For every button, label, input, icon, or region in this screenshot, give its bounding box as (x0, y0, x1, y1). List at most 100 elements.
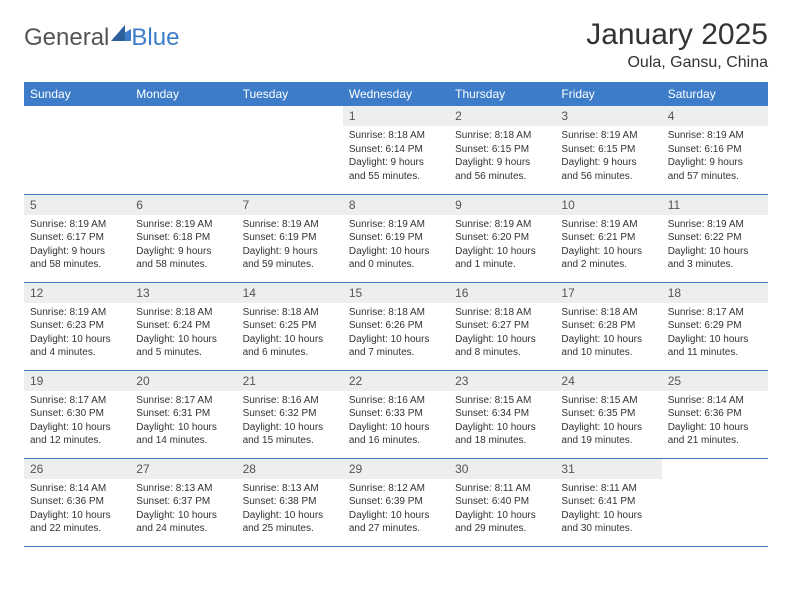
day-detail-line: Daylight: 9 hours (243, 245, 337, 259)
day-detail-line: Sunrise: 8:16 AM (349, 394, 443, 408)
calendar-day-cell: 20Sunrise: 8:17 AMSunset: 6:31 PMDayligh… (130, 370, 236, 458)
day-number: 3 (555, 106, 661, 126)
day-details: Sunrise: 8:19 AMSunset: 6:19 PMDaylight:… (237, 215, 343, 276)
day-details: Sunrise: 8:18 AMSunset: 6:14 PMDaylight:… (343, 126, 449, 187)
day-number: 14 (237, 283, 343, 303)
day-detail-line: Daylight: 10 hours (561, 509, 655, 523)
day-detail-line: Daylight: 9 hours (136, 245, 230, 259)
day-number: 26 (24, 459, 130, 479)
day-details: Sunrise: 8:17 AMSunset: 6:30 PMDaylight:… (24, 391, 130, 452)
day-detail-line: and 8 minutes. (455, 346, 549, 360)
day-detail-line: Sunset: 6:16 PM (668, 143, 762, 157)
day-detail-line: Sunset: 6:27 PM (455, 319, 549, 333)
day-number: 8 (343, 195, 449, 215)
day-details: Sunrise: 8:18 AMSunset: 6:28 PMDaylight:… (555, 303, 661, 364)
day-detail-line: and 3 minutes. (668, 258, 762, 272)
calendar-day-cell: 4Sunrise: 8:19 AMSunset: 6:16 PMDaylight… (662, 106, 768, 194)
day-detail-line: Sunrise: 8:13 AM (136, 482, 230, 496)
day-detail-line: Sunset: 6:36 PM (668, 407, 762, 421)
day-number: 11 (662, 195, 768, 215)
day-detail-line: Sunrise: 8:19 AM (668, 218, 762, 232)
day-detail-line: Sunset: 6:19 PM (349, 231, 443, 245)
day-detail-line: Sunrise: 8:19 AM (136, 218, 230, 232)
day-detail-line: and 18 minutes. (455, 434, 549, 448)
day-detail-line: Daylight: 9 hours (30, 245, 124, 259)
calendar-day-cell: 9Sunrise: 8:19 AMSunset: 6:20 PMDaylight… (449, 194, 555, 282)
day-detail-line: Sunrise: 8:18 AM (349, 129, 443, 143)
day-detail-line: Sunrise: 8:19 AM (349, 218, 443, 232)
day-detail-line: and 56 minutes. (561, 170, 655, 184)
calendar-week-row: 26Sunrise: 8:14 AMSunset: 6:36 PMDayligh… (24, 458, 768, 546)
calendar-day-cell: 19Sunrise: 8:17 AMSunset: 6:30 PMDayligh… (24, 370, 130, 458)
weekday-header: Thursday (449, 82, 555, 106)
day-detail-line: Daylight: 10 hours (30, 421, 124, 435)
day-detail-line: Daylight: 9 hours (668, 156, 762, 170)
day-detail-line: Sunset: 6:18 PM (136, 231, 230, 245)
day-detail-line: Daylight: 9 hours (561, 156, 655, 170)
day-detail-line: and 2 minutes. (561, 258, 655, 272)
day-detail-line: Sunrise: 8:13 AM (243, 482, 337, 496)
day-detail-line: Sunrise: 8:19 AM (30, 218, 124, 232)
day-number: 23 (449, 371, 555, 391)
day-detail-line: Sunrise: 8:14 AM (30, 482, 124, 496)
day-detail-line: Sunset: 6:15 PM (561, 143, 655, 157)
logo-text-general: General (24, 24, 109, 52)
day-number: 21 (237, 371, 343, 391)
day-detail-line: Sunrise: 8:17 AM (668, 306, 762, 320)
day-details: Sunrise: 8:15 AMSunset: 6:34 PMDaylight:… (449, 391, 555, 452)
day-details: Sunrise: 8:16 AMSunset: 6:33 PMDaylight:… (343, 391, 449, 452)
day-detail-line: Daylight: 10 hours (668, 421, 762, 435)
day-detail-line: Sunrise: 8:19 AM (561, 129, 655, 143)
day-number: 28 (237, 459, 343, 479)
calendar-day-cell: 10Sunrise: 8:19 AMSunset: 6:21 PMDayligh… (555, 194, 661, 282)
weekday-header: Friday (555, 82, 661, 106)
day-detail-line: Sunset: 6:22 PM (668, 231, 762, 245)
day-details: Sunrise: 8:16 AMSunset: 6:32 PMDaylight:… (237, 391, 343, 452)
day-detail-line: Sunset: 6:36 PM (30, 495, 124, 509)
calendar-day-cell: 21Sunrise: 8:16 AMSunset: 6:32 PMDayligh… (237, 370, 343, 458)
day-detail-line: Sunset: 6:33 PM (349, 407, 443, 421)
day-details: Sunrise: 8:17 AMSunset: 6:29 PMDaylight:… (662, 303, 768, 364)
day-detail-line: Daylight: 10 hours (243, 509, 337, 523)
day-detail-line: Sunset: 6:23 PM (30, 319, 124, 333)
day-details: Sunrise: 8:14 AMSunset: 6:36 PMDaylight:… (24, 479, 130, 540)
day-detail-line: and 59 minutes. (243, 258, 337, 272)
day-details: Sunrise: 8:12 AMSunset: 6:39 PMDaylight:… (343, 479, 449, 540)
day-detail-line: and 55 minutes. (349, 170, 443, 184)
day-details: Sunrise: 8:19 AMSunset: 6:16 PMDaylight:… (662, 126, 768, 187)
day-details: Sunrise: 8:11 AMSunset: 6:41 PMDaylight:… (555, 479, 661, 540)
day-details: Sunrise: 8:14 AMSunset: 6:36 PMDaylight:… (662, 391, 768, 452)
day-detail-line: Daylight: 10 hours (30, 333, 124, 347)
weekday-header: Wednesday (343, 82, 449, 106)
day-detail-line: Sunrise: 8:12 AM (349, 482, 443, 496)
day-details: Sunrise: 8:13 AMSunset: 6:37 PMDaylight:… (130, 479, 236, 540)
day-number: 7 (237, 195, 343, 215)
day-detail-line: Daylight: 10 hours (668, 333, 762, 347)
calendar-day-cell: 31Sunrise: 8:11 AMSunset: 6:41 PMDayligh… (555, 458, 661, 546)
day-number: 16 (449, 283, 555, 303)
calendar-day-cell: 16Sunrise: 8:18 AMSunset: 6:27 PMDayligh… (449, 282, 555, 370)
day-detail-line: Sunset: 6:32 PM (243, 407, 337, 421)
day-detail-line: and 0 minutes. (349, 258, 443, 272)
day-number: 22 (343, 371, 449, 391)
day-details: Sunrise: 8:13 AMSunset: 6:38 PMDaylight:… (237, 479, 343, 540)
day-details: Sunrise: 8:18 AMSunset: 6:26 PMDaylight:… (343, 303, 449, 364)
calendar-day-cell: 1Sunrise: 8:18 AMSunset: 6:14 PMDaylight… (343, 106, 449, 194)
day-detail-line: Sunset: 6:21 PM (561, 231, 655, 245)
day-detail-line: Sunset: 6:30 PM (30, 407, 124, 421)
day-number: 18 (662, 283, 768, 303)
day-detail-line: Sunset: 6:37 PM (136, 495, 230, 509)
day-detail-line: Sunrise: 8:18 AM (455, 306, 549, 320)
calendar-day-cell: 15Sunrise: 8:18 AMSunset: 6:26 PMDayligh… (343, 282, 449, 370)
calendar-week-row: 5Sunrise: 8:19 AMSunset: 6:17 PMDaylight… (24, 194, 768, 282)
day-detail-line: Sunset: 6:26 PM (349, 319, 443, 333)
day-details: Sunrise: 8:18 AMSunset: 6:24 PMDaylight:… (130, 303, 236, 364)
day-details: Sunrise: 8:11 AMSunset: 6:40 PMDaylight:… (449, 479, 555, 540)
day-detail-line: and 29 minutes. (455, 522, 549, 536)
calendar-day-cell: 22Sunrise: 8:16 AMSunset: 6:33 PMDayligh… (343, 370, 449, 458)
day-detail-line: Sunrise: 8:11 AM (561, 482, 655, 496)
day-detail-line: and 58 minutes. (30, 258, 124, 272)
day-detail-line: Daylight: 10 hours (243, 333, 337, 347)
calendar-day-cell: 29Sunrise: 8:12 AMSunset: 6:39 PMDayligh… (343, 458, 449, 546)
day-details: Sunrise: 8:18 AMSunset: 6:25 PMDaylight:… (237, 303, 343, 364)
